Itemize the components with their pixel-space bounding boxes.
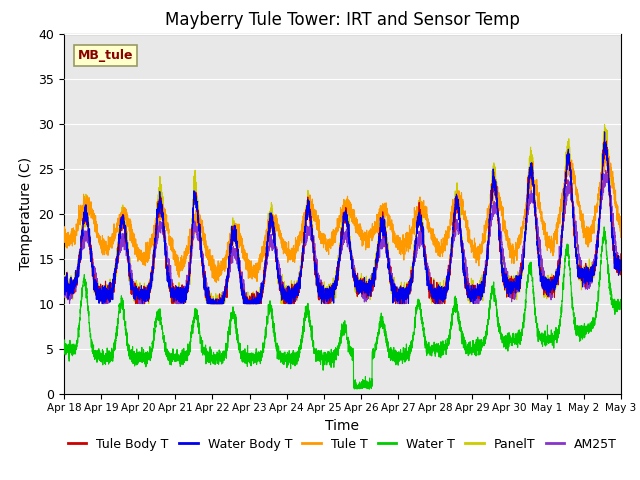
Y-axis label: Temperature (C): Temperature (C) <box>19 157 33 270</box>
X-axis label: Time: Time <box>325 419 360 433</box>
Title: Mayberry Tule Tower: IRT and Sensor Temp: Mayberry Tule Tower: IRT and Sensor Temp <box>165 11 520 29</box>
Text: MB_tule: MB_tule <box>78 49 133 62</box>
Legend: Tule Body T, Water Body T, Tule T, Water T, PanelT, AM25T: Tule Body T, Water Body T, Tule T, Water… <box>63 433 622 456</box>
